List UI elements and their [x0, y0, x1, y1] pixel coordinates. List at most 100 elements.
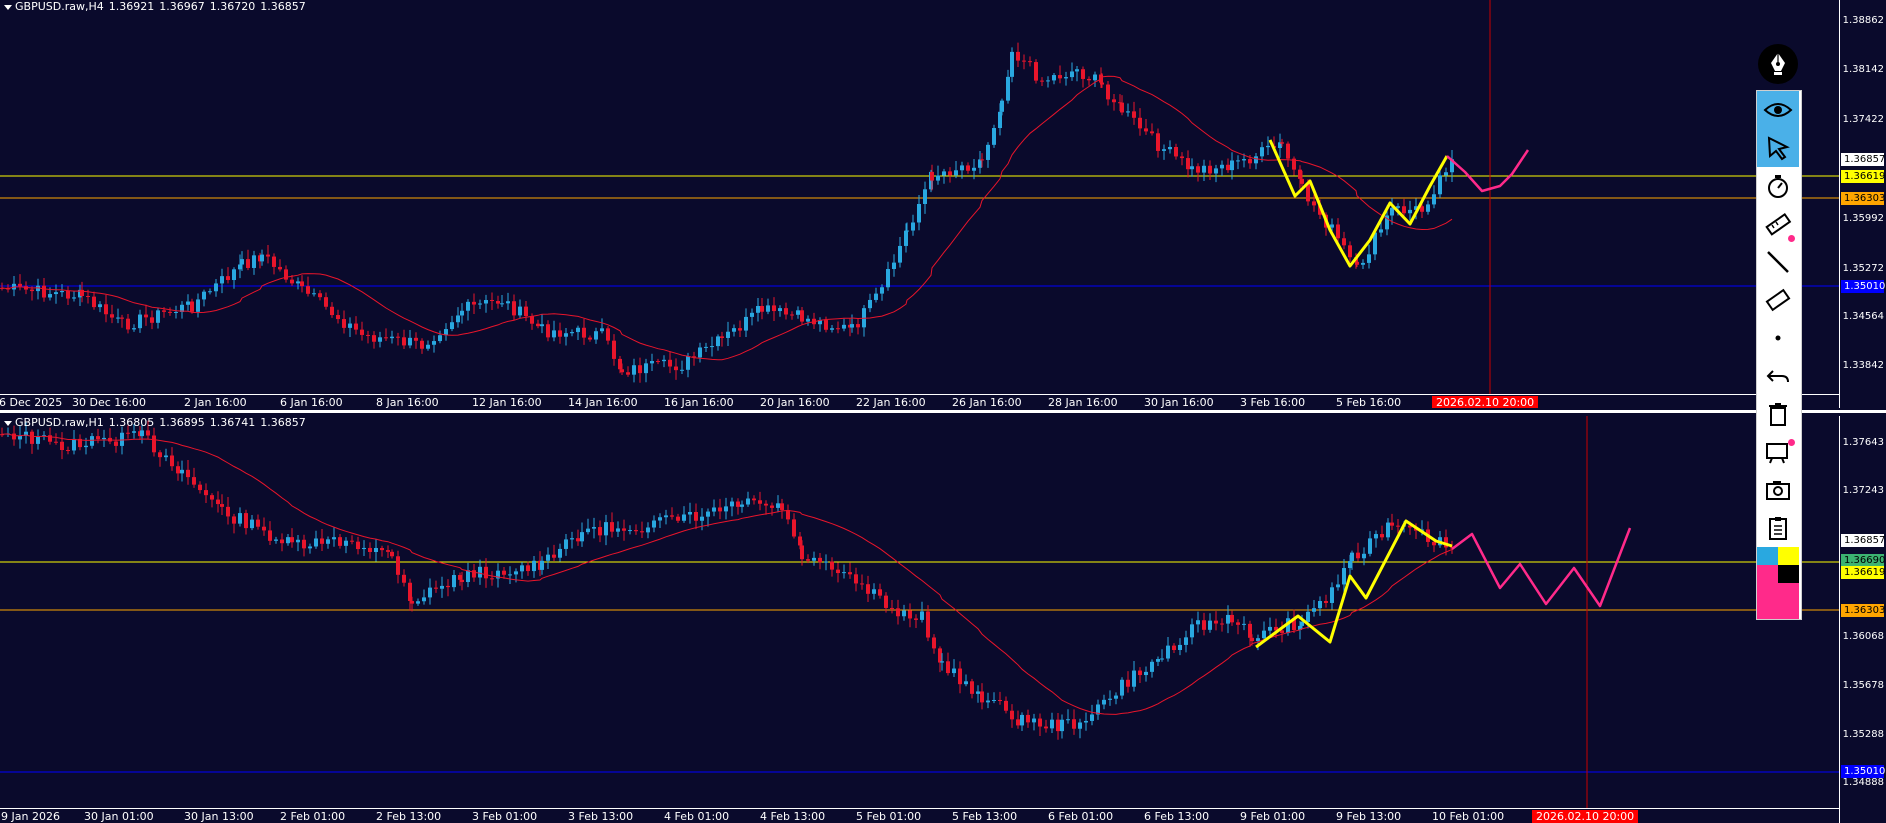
color-swatch[interactable] — [1778, 547, 1799, 565]
candle-body — [162, 310, 166, 312]
candle-body — [144, 314, 148, 318]
candle-body — [66, 290, 70, 299]
candle-body — [1070, 71, 1074, 78]
candle-body — [680, 369, 684, 371]
candle-body — [416, 601, 420, 604]
candle-body — [1292, 158, 1296, 170]
candlestick-chart-h4[interactable] — [0, 0, 1840, 394]
candle-body — [532, 560, 536, 572]
low-value: 1.36741 — [209, 416, 256, 429]
line-tool-button[interactable] — [1757, 243, 1799, 281]
candle-body — [380, 547, 384, 551]
time-axis-h1[interactable]: 29 Jan 2026 30 Jan 01:00 30 Jan 13:00 2 Feb… — [0, 808, 1840, 823]
collapse-triangle-icon[interactable] — [4, 420, 12, 426]
candle-body — [238, 513, 242, 524]
time-axis-h4[interactable]: 26 Dec 2025 30 Dec 16:00 2 Jan 16:00 6 Jan … — [0, 394, 1840, 408]
candle-body — [1256, 638, 1260, 642]
candle-body — [540, 560, 544, 570]
color-swatch[interactable] — [1757, 547, 1778, 565]
candle-body — [132, 431, 136, 433]
candle-body — [1004, 700, 1008, 711]
candle-body — [1248, 159, 1252, 164]
color-swatch-active[interactable] — [1757, 583, 1799, 619]
cursor-tool-button[interactable] — [1757, 129, 1799, 167]
candle-body — [268, 530, 272, 541]
candle-body — [1006, 76, 1010, 101]
candle-body — [402, 337, 406, 346]
price-tag: 1.36857 — [1841, 534, 1885, 547]
time-label: 30 Jan 01:00 — [84, 810, 154, 823]
price-axis-h4[interactable]: 1.38862 1.38142 1.37422 1.35992 1.35272 1.345… — [1839, 0, 1886, 408]
clipboard-tool-button[interactable] — [1757, 509, 1799, 547]
candle-body — [402, 574, 406, 583]
candle-body — [232, 516, 236, 524]
candle-body — [1426, 204, 1430, 212]
candle-body — [472, 301, 476, 305]
candle-body — [558, 330, 562, 337]
candle-body — [1020, 714, 1024, 726]
camera-tool-button[interactable] — [1757, 471, 1799, 509]
price-tag: 1.35010 — [1841, 280, 1885, 293]
time-label: 30 Jan 13:00 — [184, 810, 254, 823]
candle-body — [226, 276, 230, 281]
candle-body — [330, 306, 334, 316]
color-swatch[interactable] — [1757, 565, 1778, 583]
candle-body — [120, 317, 124, 319]
candlestick-chart-h1[interactable] — [0, 416, 1840, 808]
candle-body — [948, 171, 952, 176]
candle-body — [180, 304, 184, 312]
candle-body — [806, 559, 810, 561]
candle-body — [1120, 102, 1124, 113]
collapse-triangle-icon[interactable] — [4, 4, 12, 10]
candle-body — [588, 337, 592, 340]
cursor-icon — [1767, 136, 1790, 161]
ruler-tool-button[interactable] — [1757, 205, 1799, 243]
price-axis-h1[interactable]: 1.376431.372431.364631.360681.356781.352… — [1839, 416, 1886, 823]
close-value: 1.36857 — [260, 416, 306, 429]
candle-body — [812, 557, 816, 561]
candle-body — [1390, 522, 1394, 526]
eye-tool-button[interactable] — [1757, 91, 1799, 129]
candle-body — [164, 455, 168, 458]
camera-icon — [1766, 481, 1790, 500]
candle-body — [1114, 695, 1118, 699]
ruler-icon — [1765, 213, 1792, 236]
candle-body — [390, 551, 394, 557]
chart-pane-h1[interactable]: GBPUSD.raw,H1 1.36805 1.36895 1.36741 1.3685… — [0, 416, 1886, 823]
candle-body — [736, 501, 740, 507]
chart-pane-h4[interactable]: GBPUSD.raw,H4 1.36921 1.36967 1.36720 1.3685… — [0, 0, 1886, 408]
price-label: 1.33842 — [1842, 360, 1884, 371]
candle-body — [1312, 608, 1316, 612]
stopwatch-tool-button[interactable] — [1757, 167, 1799, 205]
color-swatches — [1757, 547, 1801, 619]
screen-tool-button[interactable] — [1757, 433, 1799, 471]
candle-body — [780, 503, 784, 510]
price-label: 1.38862 — [1842, 15, 1884, 26]
candle-body — [1361, 262, 1365, 265]
candle-body — [338, 537, 342, 546]
candle-body — [466, 301, 470, 311]
candle-body — [1166, 645, 1170, 659]
candle-body — [1324, 601, 1328, 603]
candle-body — [800, 310, 804, 322]
candle-body — [1242, 623, 1246, 625]
eraser-tool-button[interactable] — [1757, 281, 1799, 319]
candle-body — [324, 297, 328, 307]
candle-body — [326, 539, 330, 544]
candle-body — [1150, 661, 1154, 672]
candle-body — [356, 541, 360, 550]
symbol-label: GBPUSD.raw,H1 — [15, 416, 104, 429]
candle-body — [1386, 522, 1390, 538]
trash-tool-button[interactable] — [1757, 395, 1799, 433]
candle-body — [744, 316, 748, 331]
candle-body — [1190, 624, 1194, 638]
candle-body — [386, 550, 390, 552]
undo-tool-button[interactable] — [1757, 357, 1799, 395]
point-tool-button[interactable] — [1757, 319, 1799, 357]
color-swatch[interactable] — [1778, 565, 1799, 583]
candle-body — [286, 537, 290, 544]
candle-body — [1450, 159, 1454, 173]
pane-separator[interactable] — [0, 408, 1886, 416]
candle-body — [372, 335, 376, 342]
pen-tool-button[interactable] — [1758, 44, 1798, 84]
